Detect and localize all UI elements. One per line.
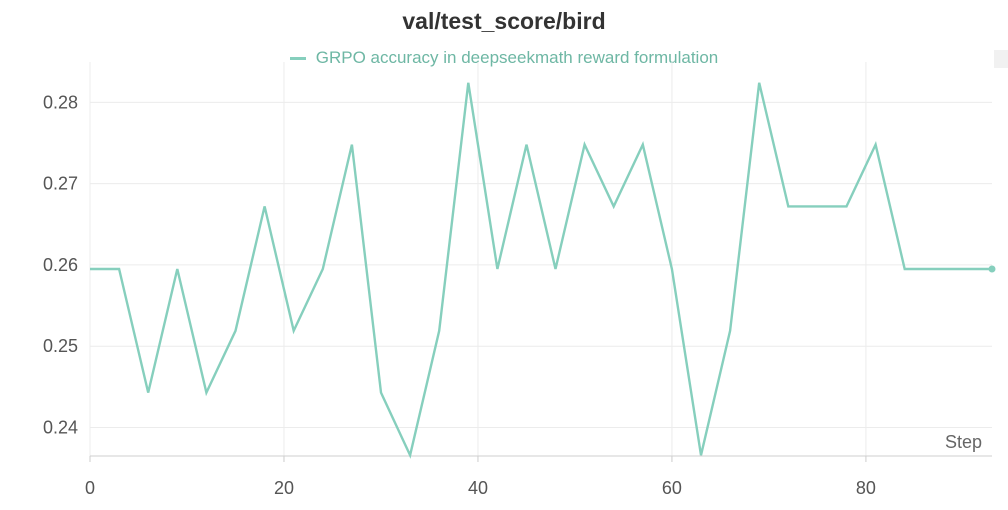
x-tick-label: 40 xyxy=(468,478,488,498)
y-tick-label: 0.28 xyxy=(43,92,78,112)
y-tick-label: 0.27 xyxy=(43,174,78,194)
chart-title: val/test_score/bird xyxy=(402,8,606,34)
series-endpoint[interactable] xyxy=(988,265,996,273)
y-tick-label: 0.25 xyxy=(43,336,78,356)
panel-handle[interactable] xyxy=(994,50,1008,68)
y-tick-label: 0.24 xyxy=(43,418,78,438)
x-tick-label: 80 xyxy=(856,478,876,498)
legend-swatch xyxy=(289,56,306,60)
x-tick-label: 0 xyxy=(85,478,95,498)
x-tick-label: 20 xyxy=(274,478,294,498)
x-axis-title: Step xyxy=(945,432,982,452)
x-tick-label: 60 xyxy=(662,478,682,498)
series-line[interactable] xyxy=(90,82,992,459)
y-tick-label: 0.26 xyxy=(43,255,78,275)
legend[interactable]: GRPO accuracy in deepseekmath reward for… xyxy=(0,48,1008,68)
legend-label: GRPO accuracy in deepseekmath reward for… xyxy=(315,48,719,67)
